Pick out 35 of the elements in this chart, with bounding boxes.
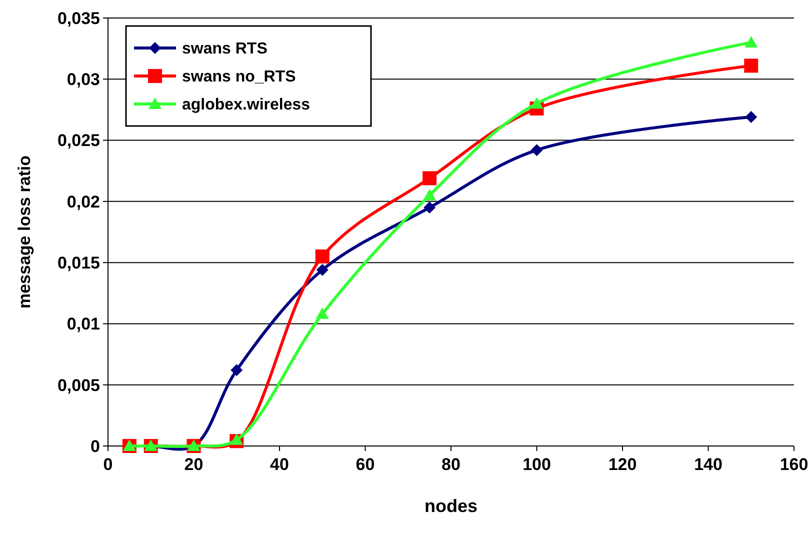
y-tick-label: 0,005 [57, 376, 100, 395]
point [744, 58, 758, 73]
point [422, 171, 437, 186]
x-tick-label: 160 [780, 455, 808, 474]
point [424, 202, 436, 214]
point [744, 36, 758, 48]
y-tick-label: 0,01 [66, 314, 100, 334]
point [316, 264, 328, 276]
y-tick-label: 0,03 [66, 70, 100, 90]
x-tick-label: 140 [694, 455, 722, 474]
legend-label: aglobex.wireless [182, 96, 310, 114]
y-tick-label: 0,035 [57, 8, 100, 28]
y-axis-title: message loss ratio [15, 155, 34, 309]
x-tick-label: 80 [442, 455, 460, 474]
point [230, 364, 243, 376]
point [315, 249, 330, 264]
point [745, 111, 758, 124]
y-tick-label: 0,02 [66, 192, 100, 212]
x-tick-label: 0 [103, 455, 113, 474]
x-tick-label: 20 [184, 455, 204, 474]
legend-label: swans no_RTS [182, 68, 296, 86]
x-tick-label: 40 [270, 455, 289, 474]
point [530, 144, 543, 156]
y-tick-label: 0,015 [57, 254, 100, 273]
x-tick-label: 100 [522, 455, 551, 474]
y-tick-label: 0,025 [57, 131, 100, 150]
y-tick-label: 0 [90, 436, 100, 456]
point [316, 307, 329, 319]
x-axis-title: nodes [424, 496, 478, 516]
x-tick-label: 120 [608, 455, 637, 474]
point [423, 188, 436, 200]
legend-label: swans RTS [182, 40, 268, 58]
x-tick-label: 60 [356, 455, 375, 474]
point [530, 97, 544, 109]
point [230, 433, 244, 445]
